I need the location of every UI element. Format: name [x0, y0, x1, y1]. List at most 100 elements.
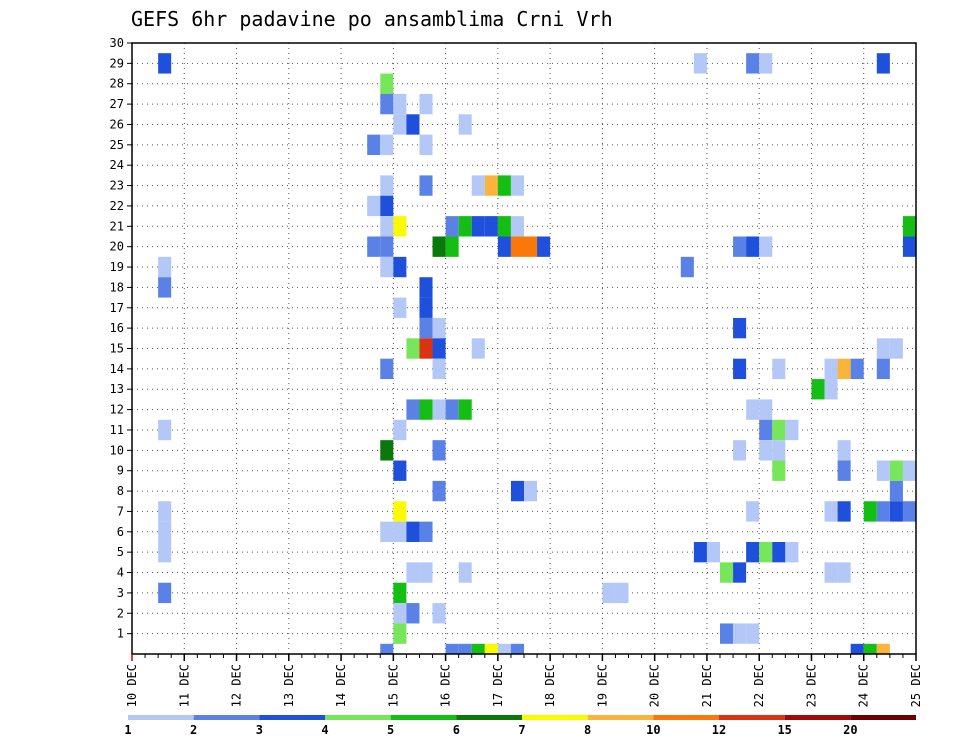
data-cell — [158, 277, 172, 298]
y-tick-label: 22 — [110, 199, 124, 213]
colorbar-label: 20 — [843, 723, 857, 737]
data-cell — [380, 93, 394, 115]
y-tick-label: 20 — [110, 240, 124, 254]
data-cell — [432, 399, 446, 420]
data-cell — [510, 216, 524, 237]
data-cell — [406, 521, 420, 542]
x-tick-label: 16 DEC — [439, 664, 453, 707]
y-tick-label: 10 — [110, 443, 124, 457]
data-cell — [445, 216, 459, 237]
y-tick-label: 2 — [117, 606, 124, 620]
data-cell — [746, 53, 760, 74]
data-cell — [406, 338, 420, 359]
data-cell — [524, 236, 538, 257]
data-cell — [367, 134, 381, 156]
y-tick-label: 6 — [117, 525, 124, 539]
data-cell — [380, 521, 394, 542]
colorbar-label: 6 — [453, 723, 460, 737]
data-cell — [393, 501, 407, 522]
data-cell — [393, 603, 407, 624]
data-cell — [510, 175, 524, 196]
data-cell — [458, 114, 472, 135]
colorbar-legend: 1 2 3 4 5 6 7 8 10 12 15 20 — [124, 715, 916, 737]
data-cell — [393, 460, 407, 481]
colorbar-swatch — [587, 715, 654, 720]
data-cell — [380, 73, 394, 94]
data-cell — [706, 541, 720, 563]
colorbar-label: 7 — [518, 723, 525, 737]
data-cell — [380, 216, 394, 237]
data-cell — [824, 358, 838, 380]
x-tick-label: 23 DEC — [804, 664, 818, 707]
colorbar-label: 5 — [387, 723, 394, 737]
colorbar-label: 10 — [646, 723, 660, 737]
plot-area: 1234567891011121314151617181920212223242… — [110, 36, 923, 707]
data-cell — [863, 501, 877, 522]
data-cell — [380, 134, 394, 156]
x-tick-label: 14 DEC — [334, 664, 348, 707]
data-cell — [393, 216, 407, 237]
data-cell — [759, 53, 773, 74]
data-cell — [158, 419, 172, 441]
data-cell — [850, 643, 864, 654]
data-cell — [158, 541, 172, 563]
data-cell — [824, 562, 838, 583]
y-tick-label: 1 — [117, 627, 124, 641]
y-tick-label: 30 — [110, 36, 124, 50]
data-cell — [380, 440, 394, 461]
x-tick-label: 15 DEC — [386, 664, 400, 707]
data-cell — [393, 256, 407, 278]
data-cell — [458, 399, 472, 420]
data-cell — [419, 93, 433, 115]
colorbar-label: 2 — [190, 723, 197, 737]
data-cell — [746, 236, 760, 257]
data-cell — [432, 317, 446, 339]
data-cell — [889, 501, 903, 522]
y-tick-label: 14 — [110, 362, 124, 376]
data-cell — [406, 114, 420, 135]
y-tick-label: 15 — [110, 342, 124, 356]
data-cell — [158, 256, 172, 278]
data-cell — [720, 562, 734, 583]
y-tick-label: 18 — [110, 280, 124, 294]
y-tick-label: 12 — [110, 403, 124, 417]
data-cell — [380, 175, 394, 196]
data-cell — [759, 440, 773, 461]
data-cell — [510, 643, 524, 654]
data-cell — [367, 195, 381, 217]
data-cell — [876, 358, 890, 380]
colorbar-label: 12 — [712, 723, 726, 737]
data-cell — [902, 216, 916, 237]
data-cell — [824, 501, 838, 522]
colorbar-swatch — [128, 715, 194, 720]
data-cell — [759, 236, 773, 257]
y-tick-label: 17 — [110, 301, 124, 315]
data-cell — [406, 399, 420, 420]
data-cell — [837, 358, 851, 380]
y-tick-label: 4 — [117, 566, 124, 580]
y-tick-label: 19 — [110, 260, 124, 274]
data-cell — [497, 643, 511, 654]
x-tick-label: 18 DEC — [543, 664, 557, 707]
plot-frame — [131, 42, 917, 655]
data-cell — [393, 521, 407, 542]
colorbar-swatch — [653, 715, 719, 720]
data-cell — [445, 643, 459, 654]
data-cell — [445, 399, 459, 420]
data-cell — [876, 53, 890, 74]
data-cell — [419, 297, 433, 318]
data-cell — [902, 501, 916, 522]
chart-title: GEFS 6hr padavine po ansamblima Crni Vrh — [131, 7, 613, 31]
data-cell — [602, 582, 616, 604]
data-cell — [537, 236, 551, 257]
data-cell — [158, 521, 172, 542]
data-cell — [419, 175, 433, 196]
data-cell — [445, 236, 459, 257]
data-cell — [158, 501, 172, 522]
data-cell — [393, 297, 407, 318]
data-cell — [772, 541, 786, 563]
data-cell — [876, 460, 890, 481]
y-tick-label: 5 — [117, 545, 124, 559]
x-tick-label: 20 DEC — [648, 664, 662, 707]
data-cell — [837, 501, 851, 522]
